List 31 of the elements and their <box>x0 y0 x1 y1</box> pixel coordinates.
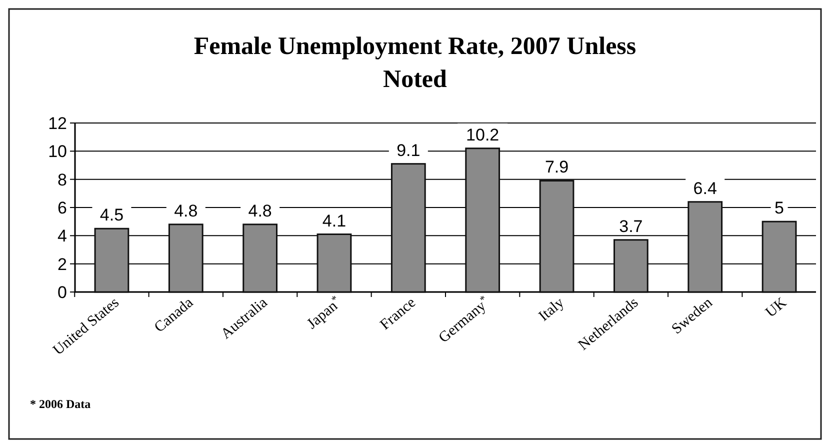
x-tick-label: Italy <box>536 294 568 325</box>
data-label: 4.1 <box>322 211 346 230</box>
data-label: 3.7 <box>619 216 643 236</box>
y-tick-label: 10 <box>48 142 67 162</box>
bar <box>762 220 797 293</box>
text: * 2006 Data <box>30 397 91 411</box>
y-tick-label: 4 <box>58 226 67 246</box>
y-tick-label: 6 <box>58 198 67 218</box>
data-label: 7.9 <box>544 158 569 177</box>
data-label: 6.4 <box>693 178 717 198</box>
data-label: 10.2 <box>466 125 500 144</box>
bar <box>94 228 130 293</box>
y-tick-label: 12 <box>48 114 67 133</box>
data-label: 9.1 <box>396 140 420 160</box>
chart-title: Female Unemployment Rate, 2007 Unless Noted <box>194 33 636 93</box>
bar <box>539 180 574 293</box>
bar <box>316 234 352 293</box>
y-tick-label: 0 <box>58 282 67 302</box>
data-label: 4.5 <box>100 206 124 225</box>
bar <box>613 239 648 293</box>
data-label: 4.8 <box>174 201 198 220</box>
data-label: 5 <box>774 198 784 218</box>
y-tick-label: 2 <box>58 254 67 274</box>
y-tick-label: 8 <box>58 170 67 190</box>
bar <box>168 224 204 293</box>
bar <box>390 163 426 293</box>
bar <box>465 148 500 293</box>
x-tick-label: UK <box>762 294 790 321</box>
data-label: 4.8 <box>248 201 272 220</box>
bar <box>242 224 278 293</box>
bar <box>688 201 723 293</box>
